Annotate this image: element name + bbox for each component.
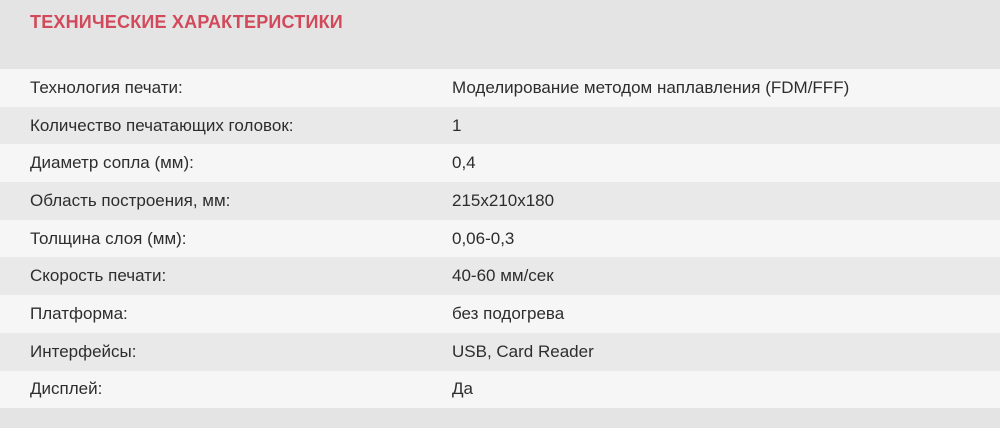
spec-label: Дисплей: [30,379,103,399]
spec-row: Скорость печати: 40-60 мм/сек [0,257,1000,296]
specs-header: ТЕХНИЧЕСКИЕ ХАРАКТЕРИСТИКИ [0,0,1000,69]
spec-label: Область построения, мм: [30,190,231,210]
spec-row: Платформа: без подогрева [0,295,1000,333]
spec-value: 0,06-0,3 [452,228,515,248]
spec-label: Технология печати: [30,77,183,97]
spec-label: Толщина слоя (мм): [30,228,187,248]
spec-row: Толщина слоя (мм): 0,06-0,3 [0,219,1000,258]
spec-value: 1 [452,115,462,135]
spec-row: Технология печати: Моделирование методом… [0,69,1000,107]
spec-value: 0,4 [452,153,476,173]
spec-label: Платформа: [30,303,128,323]
spec-value: USB, Card Reader [452,341,594,361]
spec-row: Диаметр сопла (мм): 0,4 [0,144,1000,183]
spec-value: Да [452,379,473,399]
spec-label: Интерфейсы: [30,341,137,361]
spec-row: Дисплей: Да [0,370,1000,409]
section-title: ТЕХНИЧЕСКИЕ ХАРАКТЕРИСТИКИ [30,12,343,32]
spec-row: Область построения, мм: 215x210x180 [0,182,1000,220]
spec-value: без подогрева [452,303,565,323]
spec-value: 40-60 мм/сек [452,266,554,286]
spec-label: Количество печатающих головок: [30,115,294,135]
specs-table: Технология печати: Моделирование методом… [0,69,1000,409]
spec-label: Диаметр сопла (мм): [30,153,194,173]
spec-value: 215x210x180 [452,190,555,210]
spec-row: Количество печатающих головок: 1 [0,106,1000,145]
spec-row: Интерфейсы: USB, Card Reader [0,332,1000,371]
spec-value: Моделирование методом наплавления (FDM/F… [452,77,850,97]
spec-label: Скорость печати: [30,266,167,286]
